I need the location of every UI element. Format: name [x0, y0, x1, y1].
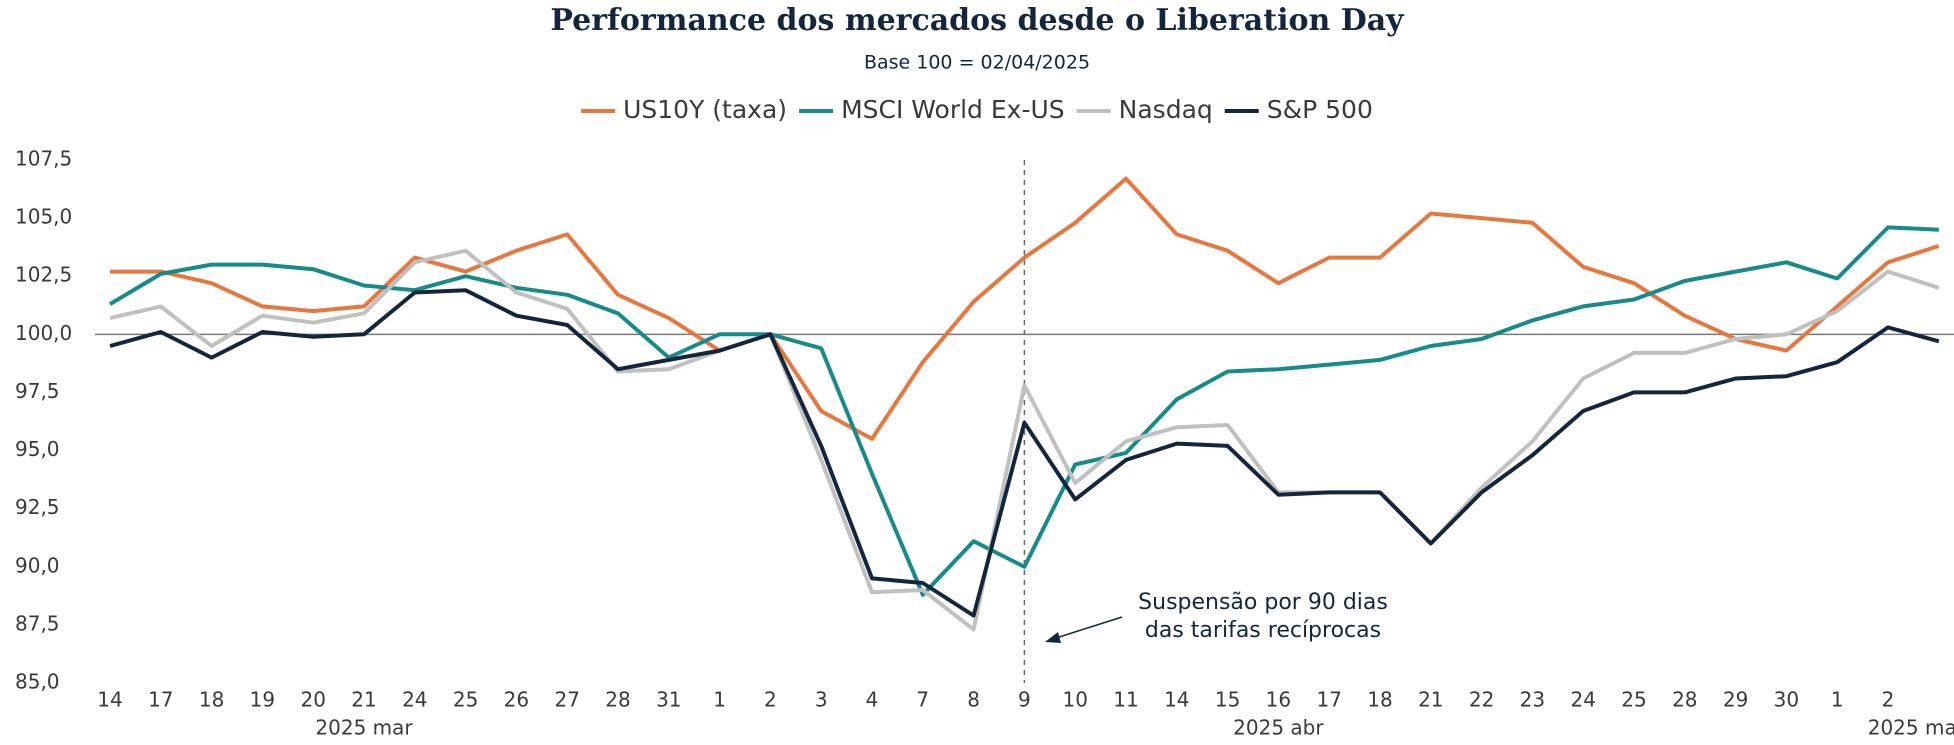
y-tick-label: 102,5 [15, 263, 72, 287]
x-group-label: 2025 mar [315, 716, 413, 740]
x-tick-label: 30 [1774, 688, 1799, 712]
x-tick-label: 21 [351, 688, 376, 712]
series-line [110, 176, 1940, 441]
x-tick-label: 28 [605, 688, 630, 712]
legend-label: Nasdaq [1119, 95, 1213, 124]
x-tick-label: 11 [1113, 688, 1138, 712]
legend-label: S&P 500 [1267, 95, 1373, 124]
x-tick-label: 26 [504, 688, 529, 712]
x-tick-label: 20 [300, 688, 325, 712]
x-tick-label: 27 [554, 688, 579, 712]
series-line [108, 225, 1939, 597]
y-tick-label: 95,0 [15, 437, 60, 461]
x-tick-label: 16 [1266, 688, 1291, 712]
x-tick-label: 1 [713, 688, 726, 712]
y-tick-label: 92,5 [15, 495, 60, 519]
x-tick-label: 14 [1164, 688, 1189, 712]
series-line [109, 248, 1940, 632]
legend-label: MSCI World Ex-US [841, 95, 1065, 124]
x-tick-label: 1 [1831, 688, 1844, 712]
x-tick-label: 8 [967, 688, 980, 712]
x-tick-label: 4 [866, 688, 879, 712]
x-tick-label: 15 [1215, 688, 1240, 712]
x-tick-label: 10 [1062, 688, 1087, 712]
x-tick-label: 25 [453, 688, 478, 712]
x-tick-label: 24 [402, 688, 427, 712]
x-tick-label: 22 [1469, 688, 1494, 712]
y-tick-label: 97,5 [15, 379, 60, 403]
x-tick-label: 29 [1723, 688, 1748, 712]
chart-title: Performance dos mercados desde o Liberat… [550, 3, 1405, 38]
x-tick-label: 17 [1316, 688, 1341, 712]
annotation-arrow [1055, 616, 1123, 639]
y-tick-label: 87,5 [15, 611, 60, 635]
x-tick-label: 31 [656, 688, 681, 712]
x-tick-label: 24 [1570, 688, 1595, 712]
x-tick-label: 28 [1672, 688, 1697, 712]
x-tick-label: 23 [1520, 688, 1545, 712]
y-tick-label: 90,0 [15, 553, 60, 577]
chart-subtitle: Base 100 = 02/04/2025 [864, 52, 1090, 74]
x-tick-label: 2 [1882, 688, 1895, 712]
x-group-label: 2025 abr [1233, 716, 1324, 740]
legend-label: US10Y (taxa) [623, 95, 787, 124]
x-tick-label: 7 [916, 688, 929, 712]
x-tick-label: 3 [815, 688, 828, 712]
x-tick-label: 2 [764, 688, 777, 712]
y-tick-label: 105,0 [15, 205, 72, 229]
x-tick-label: 19 [250, 688, 275, 712]
x-tick-label: 14 [97, 688, 122, 712]
x-tick-label: 18 [1367, 688, 1392, 712]
series-line [109, 288, 1940, 618]
x-tick-label: 17 [148, 688, 173, 712]
annotation-arrowhead [1045, 632, 1061, 643]
x-tick-label: 9 [1018, 688, 1031, 712]
y-tick-label: 107,5 [15, 147, 72, 171]
x-tick-label: 25 [1621, 688, 1646, 712]
annotation: das tarifas recíprocas [1145, 618, 1381, 643]
annotation: Suspensão por 90 dias [1138, 590, 1388, 615]
x-group-label: 2025 mai [1868, 716, 1954, 740]
x-tick-label: 21 [1418, 688, 1443, 712]
x-tick-label: 18 [199, 688, 224, 712]
y-tick-label: 85,0 [15, 670, 60, 694]
y-tick-label: 100,0 [15, 321, 72, 345]
